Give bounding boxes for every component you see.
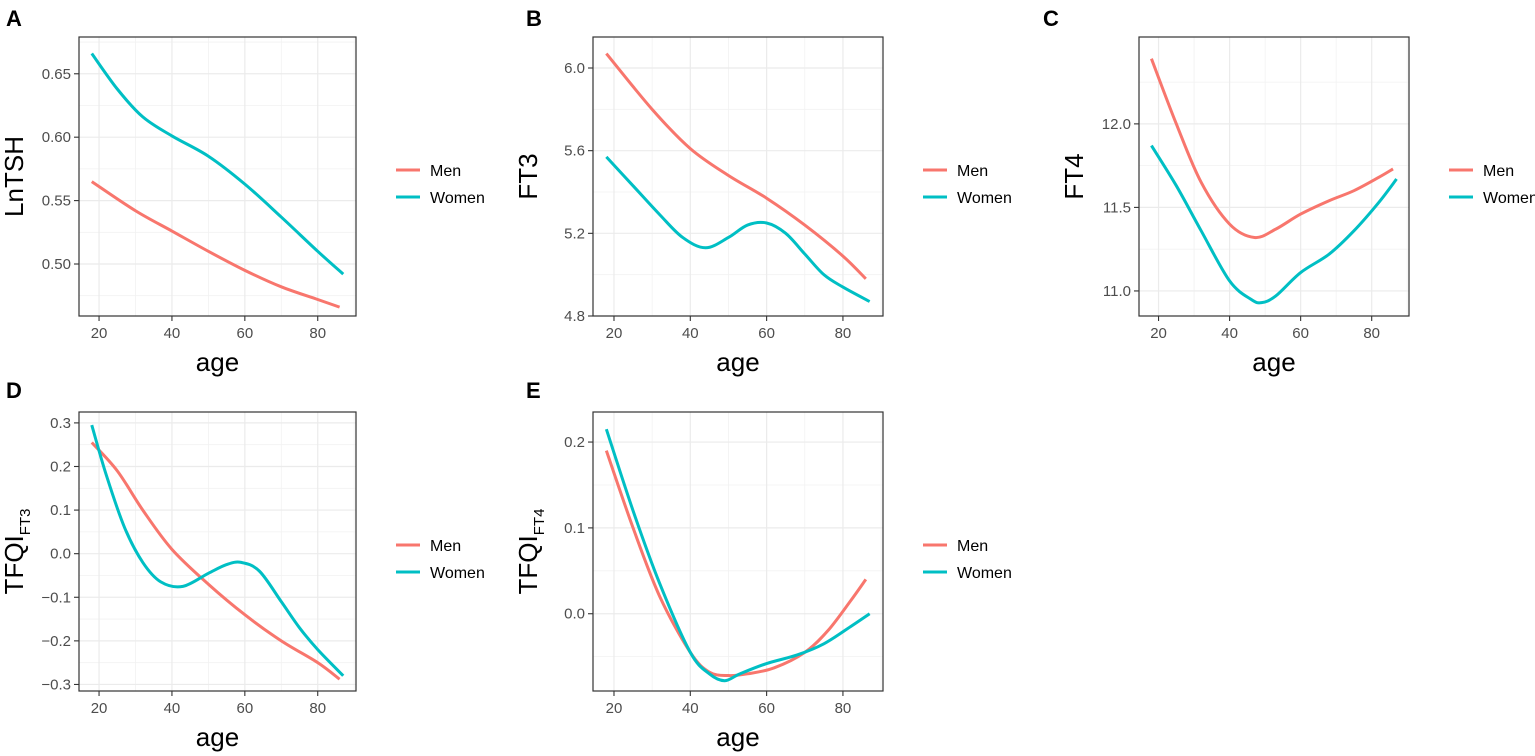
y-axis-title: TFQIFT3 [0, 509, 34, 595]
y-axis-title: FT4 [1059, 153, 1089, 199]
x-tick-label: 60 [1292, 325, 1309, 342]
y-axis-title-subscript: FT4 [531, 509, 548, 536]
chart-panel-a: A 20 40 60 80 0.50 0.55 0.60 0.65 age LnTSH Men Wome… [0, 6, 485, 377]
y-tick-label: 0.2 [50, 458, 71, 475]
x-tick-label: 40 [164, 700, 181, 717]
y-tick-label: 0.0 [564, 606, 585, 623]
chart-panel-e: E 20 40 60 80 0.0 0.1 0.2 age TFQIFT4 Men Women [513, 378, 1012, 752]
x-tick-label: 60 [236, 325, 253, 342]
legend-label-men: Men [430, 163, 461, 180]
x-tick-label: 40 [682, 700, 699, 717]
x-tick-label: 60 [758, 700, 775, 717]
plot-background [1139, 37, 1409, 316]
panel-letter: A [6, 6, 22, 31]
y-tick-label: 0.1 [50, 502, 71, 519]
y-tick-label: 0.3 [50, 415, 71, 432]
y-axis-title-main: TFQI [0, 535, 29, 594]
y-tick-label: 5.6 [564, 143, 585, 160]
panel-letter: C [1043, 6, 1059, 31]
series-line-men [1150, 58, 1394, 240]
x-axis-title: age [196, 722, 239, 752]
y-tick-label: 0.2 [564, 434, 585, 451]
x-tick-label: 60 [758, 325, 775, 342]
panel-border [78, 411, 357, 692]
x-tick-label: 40 [1221, 325, 1238, 342]
y-tick-label: 0.60 [42, 129, 71, 146]
plot-background [79, 412, 356, 691]
panel-letter: D [6, 378, 22, 403]
y-tick-label: 0.0 [50, 546, 71, 563]
legend-label-women: Women [957, 190, 1012, 207]
series-line-women [90, 52, 345, 276]
legend-label-women: Women [430, 565, 485, 582]
y-axis-title-main: TFQI [513, 535, 543, 594]
y-tick-label: 0.1 [564, 520, 585, 537]
legend-label-women: Women [1483, 190, 1535, 207]
x-tick-label: 80 [1363, 325, 1380, 342]
panel-border [78, 36, 357, 317]
y-axis-title: LnTSH [0, 136, 29, 217]
legend-label-women: Women [430, 190, 485, 207]
y-tick-label: 0.65 [42, 66, 71, 83]
legend-label-men: Men [957, 538, 988, 555]
y-tick-label: −0.2 [41, 633, 71, 650]
y-axis-title: FT3 [513, 153, 543, 199]
x-tick-label: 20 [91, 325, 108, 342]
x-tick-label: 40 [682, 325, 699, 342]
x-tick-label: 80 [835, 700, 852, 717]
panel-letter: E [526, 378, 541, 403]
y-axis-title-subscript: FT3 [17, 509, 34, 536]
series-line-men [605, 52, 867, 280]
plot-background [79, 37, 356, 316]
panel-border [592, 411, 884, 692]
series-line-men [90, 180, 341, 309]
y-axis-title-main: LnTSH [0, 136, 29, 217]
panel-letter: B [526, 6, 542, 31]
chart-panel-c: C 20 40 60 80 11.0 11.5 12.0 age FT4 Men Women [1043, 6, 1535, 377]
y-tick-label: 12.0 [1102, 116, 1131, 133]
y-tick-label: 0.55 [42, 193, 71, 210]
x-tick-label: 20 [91, 700, 108, 717]
panel-border [1138, 36, 1410, 317]
series-line-women [604, 428, 871, 683]
y-axis-title-main: FT4 [1059, 153, 1089, 199]
series-line-women [90, 424, 345, 677]
y-tick-label: 11.5 [1103, 199, 1131, 216]
y-axis-title: TFQIFT4 [513, 509, 548, 595]
y-tick-label: −0.3 [41, 676, 71, 693]
x-tick-label: 80 [309, 325, 326, 342]
y-tick-label: 6.0 [564, 60, 585, 77]
y-tick-label: 5.2 [564, 225, 585, 242]
x-axis-title: age [1252, 347, 1295, 377]
y-tick-label: 0.50 [42, 256, 71, 273]
legend-label-women: Women [957, 565, 1012, 582]
plot-background [593, 37, 883, 316]
x-tick-label: 20 [606, 700, 623, 717]
x-tick-label: 60 [236, 700, 253, 717]
x-tick-label: 80 [835, 325, 852, 342]
x-axis-title: age [716, 722, 759, 752]
x-tick-label: 20 [1150, 325, 1167, 342]
legend-label-men: Men [957, 163, 988, 180]
legend-label-men: Men [1483, 163, 1514, 180]
legend-label-men: Men [430, 538, 461, 555]
x-axis-title: age [716, 347, 759, 377]
chart-panel-b: B 20 40 60 80 4.8 5.2 5.6 6.0 age FT3 Men Women [513, 6, 1012, 377]
series-line-women [1150, 144, 1398, 305]
y-tick-label: 11.0 [1103, 283, 1131, 300]
x-tick-label: 20 [606, 325, 623, 342]
y-tick-label: −0.1 [41, 589, 71, 606]
chart-panel-d: D 20 40 60 80 −0.3 −0.2 −0.1 0.0 0.1 0.2 0.3 age TFQI… [0, 378, 485, 752]
y-axis-title-main: FT3 [513, 153, 543, 199]
x-tick-label: 40 [164, 325, 181, 342]
x-axis-title: age [196, 347, 239, 377]
series-line-women [605, 155, 871, 303]
panel-border [592, 36, 884, 317]
series-line-men [90, 441, 341, 681]
y-tick-label: 4.8 [564, 308, 585, 325]
plot-background [593, 412, 883, 691]
x-tick-label: 80 [309, 700, 326, 717]
